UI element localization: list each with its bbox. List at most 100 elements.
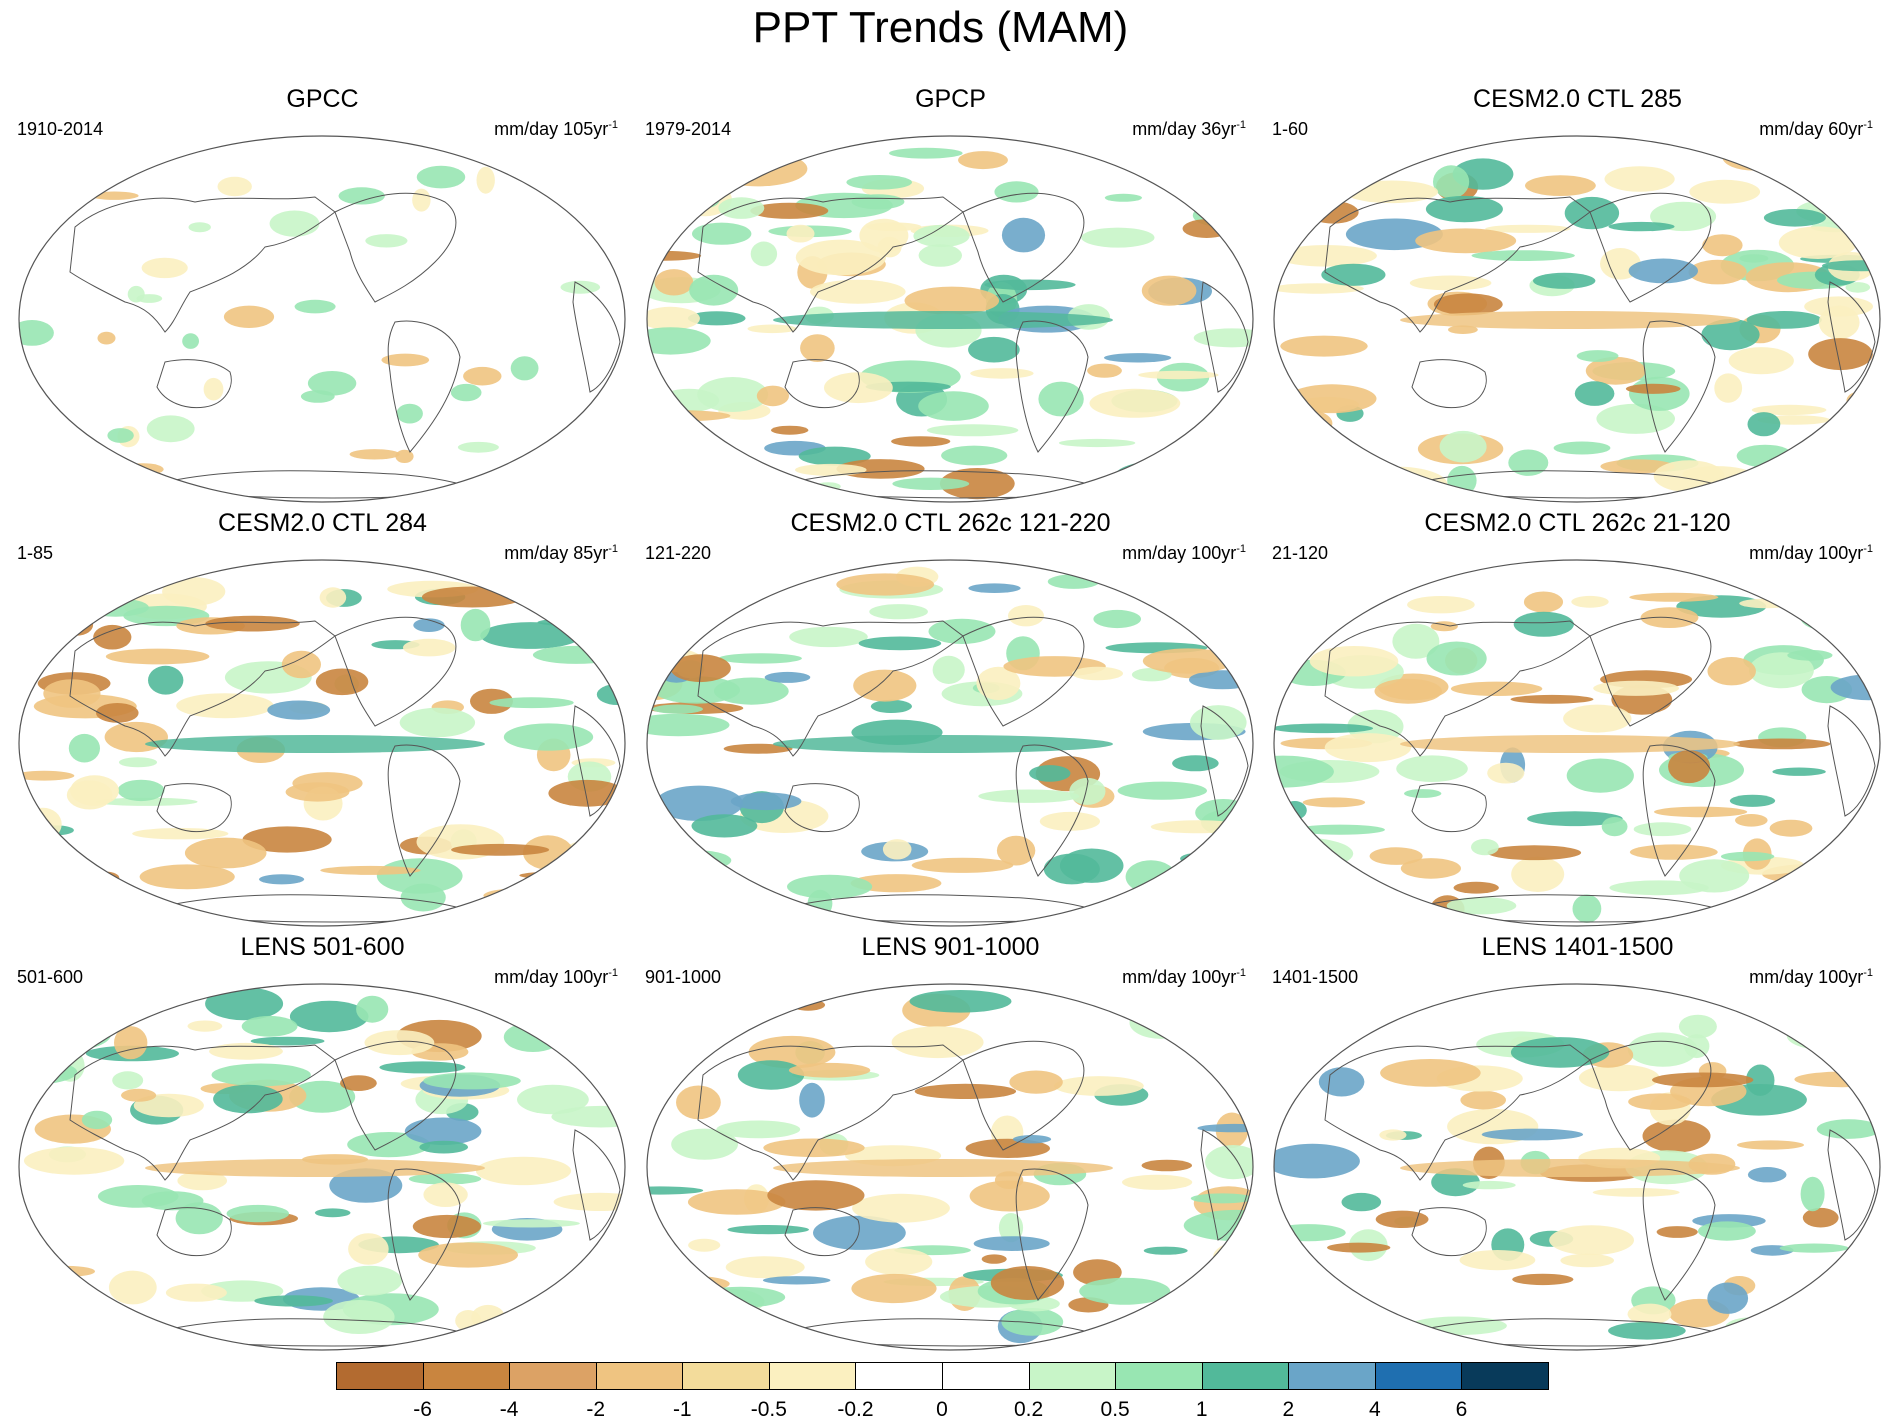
trend-blob [223, 305, 275, 328]
trend-blob [1141, 1159, 1192, 1172]
colorbar-swatch [422, 1362, 511, 1390]
panel-units-text: mm/day 100yr [1122, 543, 1237, 563]
trend-blob [1576, 350, 1619, 362]
trend-blob [1787, 649, 1833, 661]
colorbar-tick-label: 0.2 [1013, 1398, 1044, 1421]
trend-blob [1549, 1225, 1634, 1256]
colorbar-tick-label: 0.5 [1100, 1398, 1130, 1421]
trend-blob [941, 445, 1008, 466]
coastline [1827, 1129, 1876, 1241]
trend-blob [294, 299, 336, 314]
trend-blob [889, 147, 963, 159]
trend-blob [482, 1219, 580, 1228]
trend-blob [300, 390, 335, 403]
coastline [697, 196, 964, 333]
trend-blob [970, 368, 1034, 379]
trend-field [19, 136, 625, 502]
trend-blob [687, 311, 746, 326]
trend-blob [329, 1168, 403, 1203]
trend-blob [1369, 847, 1423, 865]
trend-blob [1341, 1192, 1382, 1212]
trend-blob [1274, 723, 1374, 734]
colorbar-tick-label: 2 [1282, 1398, 1295, 1421]
trend-blob [1846, 391, 1874, 411]
trend-blob [1132, 588, 1186, 601]
trend-blob [1846, 1017, 1880, 1040]
trend-blob [1012, 1135, 1052, 1144]
trend-blob [1343, 466, 1448, 502]
colorbar-swatch [1461, 1362, 1549, 1390]
trend-blob [683, 191, 720, 209]
trend-blob [1769, 819, 1813, 837]
trend-blob [1104, 353, 1172, 363]
map-panel: CESM2.0 CTL 285 1-60 mm/day 60yr-1 [1270, 84, 1881, 509]
trend-blob [788, 1062, 871, 1078]
trend-blob [1742, 472, 1831, 497]
trend-blob [1459, 1250, 1536, 1271]
trend-blob [810, 279, 906, 304]
trend-blob [1487, 845, 1582, 861]
coastline [1589, 1040, 1712, 1151]
panel-period: 1-60 [1272, 119, 1309, 139]
trend-blob [82, 598, 149, 617]
panel-units-text: mm/day 100yr [1122, 967, 1237, 987]
trend-blob [1729, 794, 1776, 807]
trend-blob [483, 888, 562, 904]
trend-blob [1629, 592, 1719, 602]
trend-blob [1396, 755, 1468, 782]
trend-blob [1392, 623, 1440, 659]
trend-blob [1628, 258, 1698, 284]
equatorial-band [1400, 735, 1740, 753]
trend-blob [718, 197, 765, 219]
trend-blob [1572, 894, 1602, 923]
trend-blob [475, 1156, 572, 1186]
trend-blob [121, 1088, 157, 1102]
trend-blob [1043, 853, 1100, 885]
trend-blob [1702, 234, 1743, 257]
trend-blob [655, 785, 743, 821]
trend-blob [651, 853, 691, 886]
trend-blob [691, 814, 758, 838]
trend-blob [965, 1138, 1050, 1158]
coastline [784, 359, 860, 409]
coastline [1200, 1129, 1249, 1241]
trend-blob [692, 222, 752, 245]
trend-blob [408, 1173, 482, 1185]
trend-blob [1275, 148, 1302, 167]
trend-blob [1707, 657, 1756, 686]
trend-blob [1274, 652, 1302, 662]
trend-blob [510, 356, 539, 381]
trend-blob [530, 567, 613, 591]
colorbar-tick-label: 0 [936, 1398, 948, 1421]
trend-blob [1816, 1119, 1880, 1139]
trend-blob [1072, 666, 1123, 681]
trend-blob [1654, 806, 1748, 818]
trend-blob [1431, 1168, 1480, 1197]
trend-blob [107, 428, 134, 443]
coastline [156, 1207, 232, 1257]
map-panel: CESM2.0 CTL 262c 21-120 21-120 mm/day 100y… [1270, 508, 1881, 933]
trend-blob [314, 1208, 351, 1218]
trend-blob [958, 151, 1008, 170]
trend-blob [932, 655, 965, 684]
panel-title: LENS 1401-1500 [1481, 933, 1674, 961]
trend-blob [66, 780, 113, 810]
coastline [962, 616, 1085, 727]
coastline [962, 1040, 1085, 1151]
coastline [1015, 320, 1089, 453]
trend-blob [978, 789, 1080, 803]
trend-blob [21, 211, 64, 221]
colorbar-swatch [509, 1362, 597, 1390]
trend-blob [654, 676, 740, 704]
coastline [156, 783, 232, 833]
trend-blob [990, 1266, 1065, 1300]
trend-blob [91, 871, 120, 884]
trend-blob [647, 1186, 704, 1195]
equatorial-band [145, 735, 485, 753]
trend-blob [93, 624, 132, 650]
trend-blob [1107, 470, 1200, 500]
trend-blob [532, 645, 620, 664]
robinson-map [646, 559, 1254, 927]
trend-blob [1460, 1090, 1506, 1110]
trend-blob [1409, 275, 1492, 291]
